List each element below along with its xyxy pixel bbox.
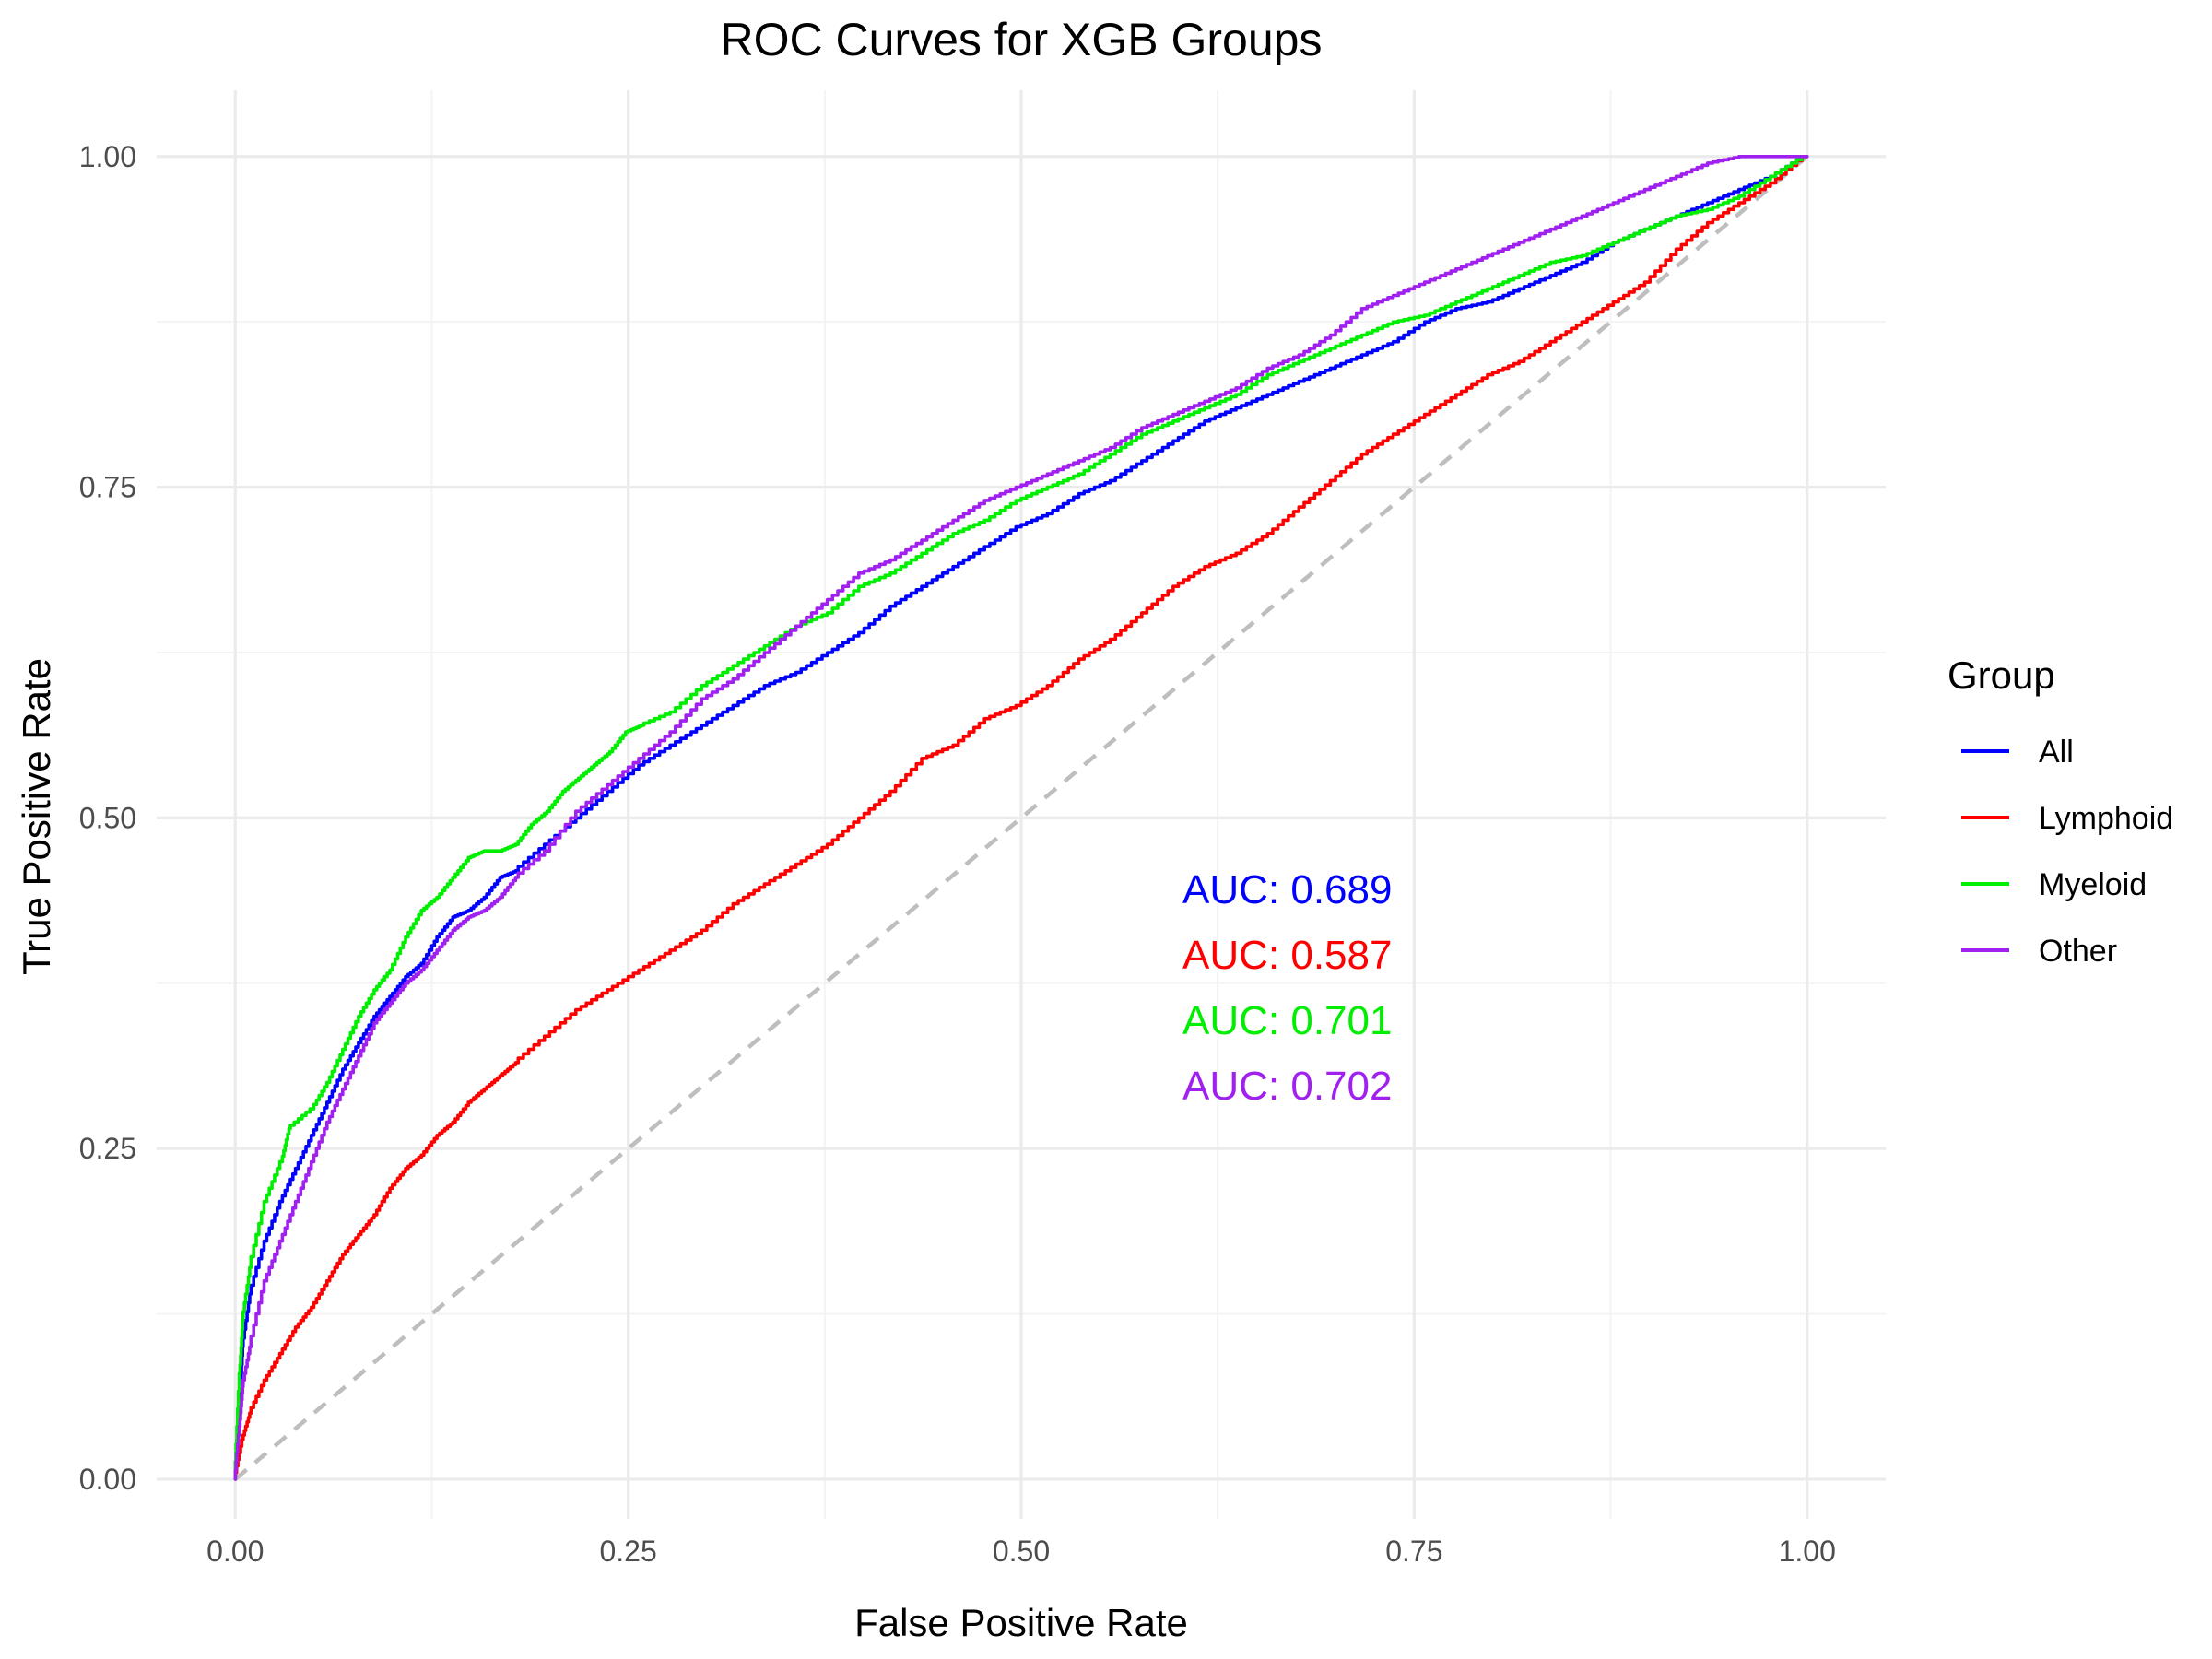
y-tick-label-4: 1.00 xyxy=(79,140,136,173)
x-axis-title: False Positive Rate xyxy=(854,1601,1188,1644)
legend-label-all: All xyxy=(2039,735,2074,770)
legend: Group All Lymphoid Myeloid Other xyxy=(1947,653,2173,969)
series-line-other xyxy=(233,155,1809,1481)
auc-label-myeloid: AUC: 0.701 xyxy=(1182,998,1392,1043)
y-tick-labels: 0.00 0.25 0.50 0.75 1.00 xyxy=(79,140,136,1496)
legend-items: All Lymphoid Myeloid Other xyxy=(1961,735,2173,969)
chart-title: ROC Curves for XGB Groups xyxy=(721,14,1323,65)
reference-diagonal-line xyxy=(233,155,1809,1481)
x-tick-labels: 0.00 0.25 0.50 0.75 1.00 xyxy=(206,1535,1836,1568)
x-tick-label-1: 0.25 xyxy=(599,1535,656,1568)
y-tick-label-1: 0.25 xyxy=(79,1132,136,1165)
series-line-lymphoid xyxy=(233,155,1809,1481)
x-tick-label-4: 1.00 xyxy=(1779,1535,1836,1568)
legend-label-lymphoid: Lymphoid xyxy=(2039,801,2173,836)
y-axis-title: True Positive Rate xyxy=(15,658,58,975)
auc-annotations: AUC: 0.689 AUC: 0.587 AUC: 0.701 AUC: 0.702 xyxy=(1182,867,1392,1109)
series-layer xyxy=(233,155,1809,1481)
x-tick-label-3: 0.75 xyxy=(1385,1535,1442,1568)
auc-label-lymphoid: AUC: 0.587 xyxy=(1182,933,1392,978)
legend-label-myeloid: Myeloid xyxy=(2039,867,2147,902)
auc-label-all: AUC: 0.689 xyxy=(1182,867,1392,912)
legend-title: Group xyxy=(1947,653,2055,697)
x-tick-label-0: 0.00 xyxy=(206,1535,264,1568)
x-tick-label-2: 0.50 xyxy=(993,1535,1050,1568)
series-line-all xyxy=(233,155,1809,1481)
legend-label-other: Other xyxy=(2039,934,2117,969)
y-tick-label-3: 0.75 xyxy=(79,471,136,504)
reference-line-layer xyxy=(233,155,1809,1481)
auc-label-other: AUC: 0.702 xyxy=(1182,1064,1392,1109)
y-tick-label-0: 0.00 xyxy=(79,1463,136,1496)
y-tick-label-2: 0.50 xyxy=(79,801,136,834)
grid-layer xyxy=(157,90,1886,1519)
